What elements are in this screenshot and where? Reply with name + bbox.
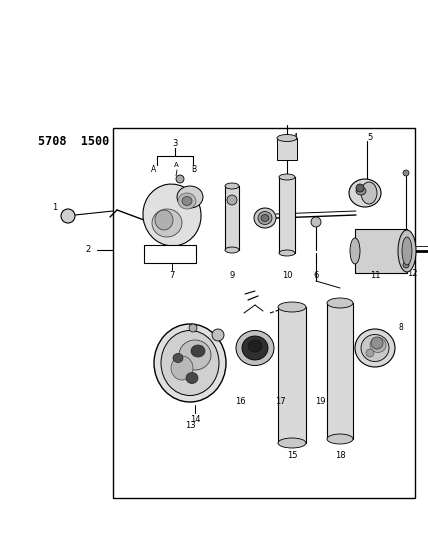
Circle shape [311, 217, 321, 227]
Text: 6: 6 [313, 271, 319, 279]
Ellipse shape [355, 329, 395, 367]
Ellipse shape [350, 238, 360, 264]
Ellipse shape [279, 250, 295, 256]
Ellipse shape [152, 209, 182, 237]
Text: 11: 11 [370, 271, 380, 279]
Ellipse shape [398, 230, 416, 272]
Ellipse shape [182, 197, 192, 206]
Text: 8: 8 [398, 324, 403, 333]
Text: B: B [191, 166, 196, 174]
Text: 14: 14 [190, 415, 200, 424]
Text: 15: 15 [287, 450, 297, 459]
Ellipse shape [186, 373, 198, 384]
Bar [113, 128, 415, 498]
Text: 1: 1 [52, 203, 58, 212]
Ellipse shape [278, 302, 306, 312]
Ellipse shape [277, 134, 297, 141]
Bar [225, 186, 239, 250]
Ellipse shape [225, 183, 239, 189]
Text: 16: 16 [235, 397, 245, 406]
Circle shape [403, 170, 409, 176]
Bar [144, 245, 196, 263]
Ellipse shape [173, 353, 183, 362]
Ellipse shape [356, 187, 366, 195]
Ellipse shape [143, 184, 201, 246]
Ellipse shape [248, 340, 262, 352]
Circle shape [371, 337, 383, 349]
Text: 13: 13 [185, 421, 195, 430]
Ellipse shape [361, 182, 377, 204]
Ellipse shape [258, 212, 272, 224]
Bar [327, 303, 353, 439]
Circle shape [356, 184, 364, 192]
Circle shape [212, 329, 224, 341]
Ellipse shape [154, 324, 226, 402]
Text: 3: 3 [172, 139, 178, 148]
Text: 18: 18 [335, 450, 345, 459]
Text: 9: 9 [229, 271, 235, 279]
Bar [278, 307, 306, 443]
Text: 7: 7 [169, 271, 175, 279]
Ellipse shape [242, 336, 268, 360]
Circle shape [189, 324, 197, 332]
Ellipse shape [402, 237, 412, 265]
Text: B: B [165, 251, 169, 257]
Ellipse shape [327, 434, 353, 444]
Text: 12: 12 [407, 269, 417, 278]
Ellipse shape [349, 179, 381, 207]
Ellipse shape [261, 214, 269, 222]
Ellipse shape [191, 345, 205, 357]
Circle shape [403, 262, 409, 268]
Ellipse shape [179, 340, 211, 370]
Ellipse shape [236, 330, 274, 366]
Ellipse shape [171, 356, 193, 380]
Ellipse shape [370, 337, 386, 352]
Bar [355, 229, 407, 273]
Ellipse shape [225, 247, 239, 253]
Circle shape [61, 209, 75, 223]
Text: A: A [174, 162, 178, 168]
Ellipse shape [279, 174, 295, 180]
Bar [277, 138, 297, 160]
Circle shape [366, 349, 374, 357]
Text: 19: 19 [315, 397, 325, 406]
Bar [279, 177, 295, 253]
Text: 10: 10 [282, 271, 292, 279]
Ellipse shape [155, 210, 173, 230]
Ellipse shape [178, 193, 196, 209]
Ellipse shape [278, 438, 306, 448]
Ellipse shape [361, 335, 389, 361]
Ellipse shape [177, 186, 203, 208]
Text: 4: 4 [292, 133, 297, 142]
Ellipse shape [327, 298, 353, 308]
Circle shape [176, 175, 184, 183]
Ellipse shape [161, 330, 219, 395]
Circle shape [227, 195, 237, 205]
Text: 5: 5 [367, 133, 373, 142]
Text: 17: 17 [275, 397, 285, 406]
Text: 2: 2 [85, 246, 91, 254]
Text: A: A [152, 166, 157, 174]
Text: 5708  1500: 5708 1500 [38, 135, 109, 148]
Ellipse shape [254, 208, 276, 228]
